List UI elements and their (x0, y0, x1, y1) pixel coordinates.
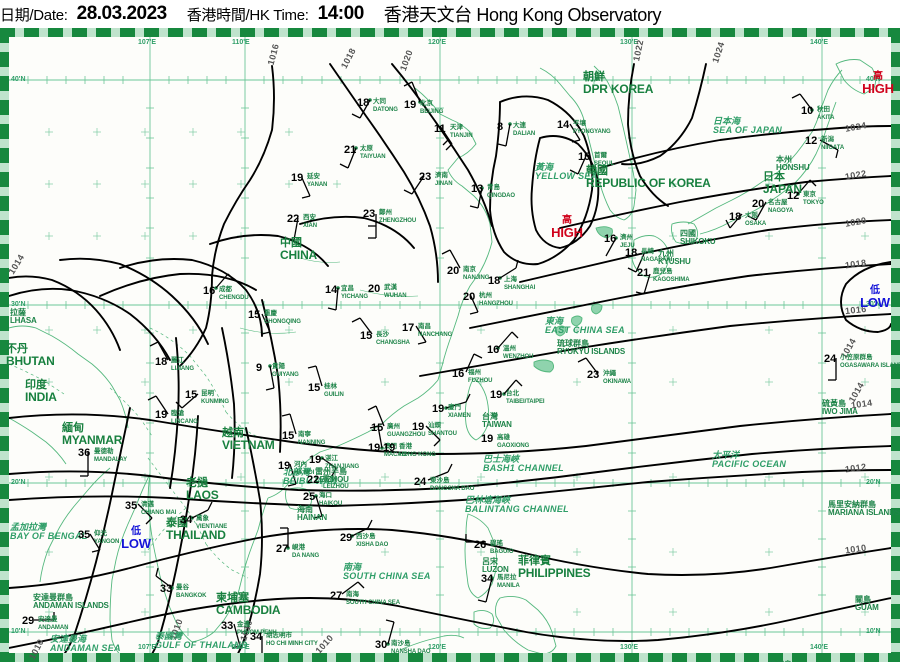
date-value: 28.03.2023 (76, 3, 168, 24)
time-value: 14:00 (317, 3, 365, 24)
date-label: 日期/Date: (0, 6, 68, 24)
title-bar: 日期/Date: 28.03.2023 香港時間/HK Time: 14:00 … (0, 0, 900, 28)
isobars (9, 63, 891, 653)
coastlines (9, 59, 877, 653)
grid-crosses (45, 128, 869, 616)
time-label: 香港時間/HK Time: (186, 6, 309, 24)
weather-chart: 40'N 40'N 30'N 30'N 20'N 20'N 10'N 10'N 107'E 107… (0, 28, 900, 662)
wind-barbs (34, 81, 839, 653)
observatory-name: 香港天文台 Hong Kong Observatory (383, 5, 662, 25)
map-border (0, 28, 900, 662)
surface-analysis-svg (0, 28, 900, 662)
